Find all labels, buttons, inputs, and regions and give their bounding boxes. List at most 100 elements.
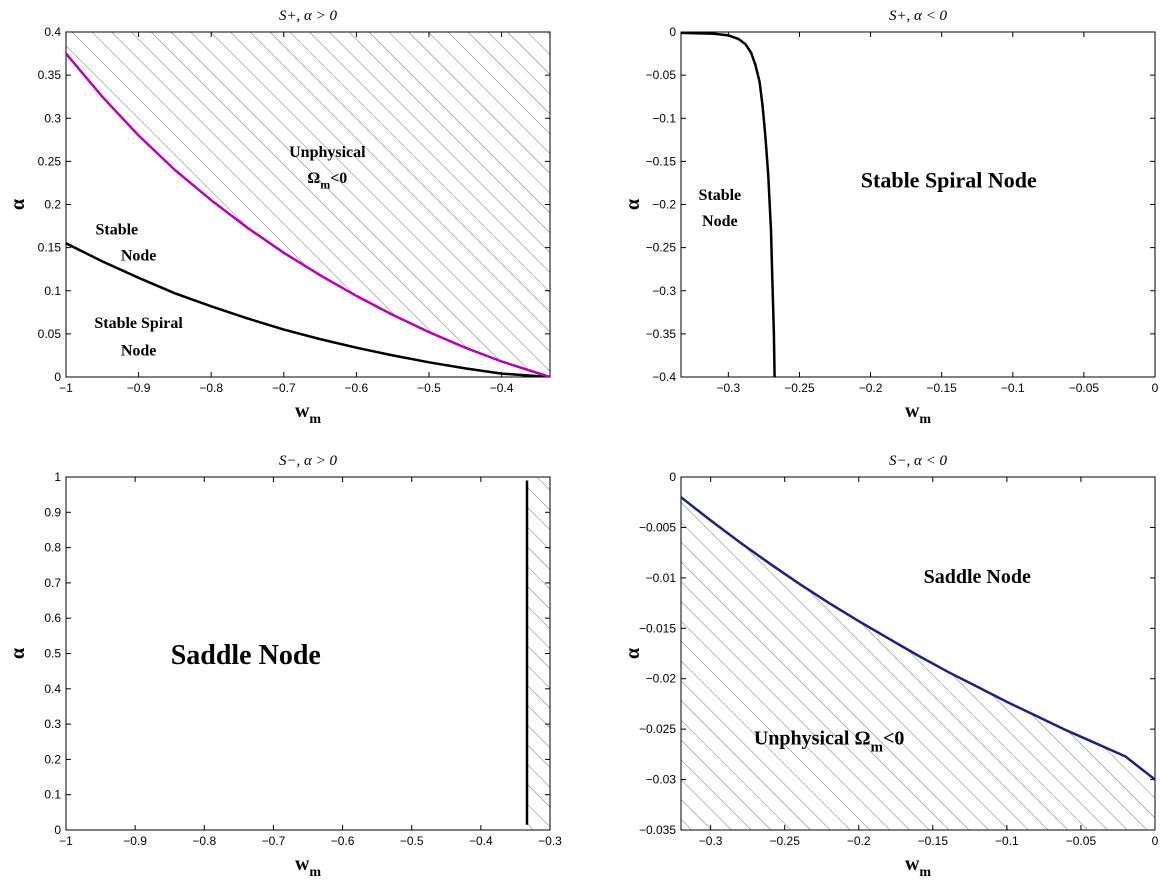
x-tick-label: −0.8 <box>199 381 223 395</box>
x-tick-label: −0.4 <box>490 381 514 395</box>
x-tick-label: −0.15 <box>926 381 957 395</box>
region-label: Node <box>121 342 157 359</box>
y-tick-label: 0.1 <box>44 284 61 298</box>
y-tick-label: 0 <box>54 370 61 384</box>
chart-title: S+, α > 0 <box>279 8 338 24</box>
y-tick-label: −0.05 <box>646 68 677 82</box>
y-tick-label: 0.25 <box>38 154 62 168</box>
x-axis-label: wm <box>905 853 931 880</box>
y-tick-label: −0.02 <box>646 672 677 686</box>
y-tick-label: 0.1 <box>44 788 61 802</box>
region-label: Node <box>121 248 157 265</box>
y-tick-label: −0.2 <box>652 198 676 212</box>
y-tick-label: 0.3 <box>44 111 61 125</box>
y-tick-label: 0.7 <box>44 576 61 590</box>
x-tick-label: −0.25 <box>770 834 801 848</box>
x-tick-label: −0.7 <box>272 381 296 395</box>
y-tick-label: 1 <box>54 470 61 484</box>
x-tick-label: −0.9 <box>127 381 151 395</box>
x-tick-label: −0.9 <box>123 834 147 848</box>
y-tick-label: −0.15 <box>646 154 677 168</box>
y-tick-label: 0.3 <box>44 717 61 731</box>
region-label: Unphysical <box>289 144 366 161</box>
chart-panel-3: −1 −0.9 −0.8 −0.7 −0.6 −0.5 −0.4 −0.3 0 0.1 0.2 0.3… <box>7 453 562 880</box>
region-label: Saddle Node <box>924 566 1031 588</box>
y-tick-label: −0.03 <box>646 773 677 787</box>
y-tick-label: 0.2 <box>44 198 61 212</box>
y-tick-label: −0.025 <box>639 722 676 736</box>
y-axis-label: α <box>622 199 644 210</box>
x-tick-label: −0.2 <box>847 834 871 848</box>
chart-title: S−, α > 0 <box>279 453 338 469</box>
x-tick-label: −0.3 <box>538 834 562 848</box>
x-tick-label: −0.6 <box>345 381 369 395</box>
y-axis-label: α <box>7 648 29 659</box>
series-line <box>66 52 550 377</box>
x-axis-label: wm <box>905 400 931 427</box>
axes-frame <box>680 31 1156 378</box>
x-tick-label: −0.1 <box>995 834 1019 848</box>
y-tick-label: 0 <box>54 823 61 837</box>
y-tick-label: 0.35 <box>38 68 62 82</box>
x-tick-label: −0.15 <box>918 834 949 848</box>
hatched-region <box>526 477 550 830</box>
y-tick-label: −0.015 <box>639 621 676 635</box>
x-tick-label: −0.1 <box>1001 381 1025 395</box>
region-label: Ωm<0 <box>307 170 347 192</box>
y-tick-label: 0.15 <box>38 241 62 255</box>
y-tick-label: −0.35 <box>646 327 677 341</box>
region-label: Stable <box>698 187 741 204</box>
y-tick-label: 0 <box>669 25 676 39</box>
chart-title: S+, α < 0 <box>889 8 948 24</box>
y-tick-label: −0.25 <box>646 241 677 255</box>
y-tick-label: −0.035 <box>639 823 676 837</box>
x-tick-label: 0 <box>1152 834 1159 848</box>
y-tick-label: 0.2 <box>44 752 61 766</box>
x-tick-label: −0.8 <box>192 834 216 848</box>
region-label: Saddle Node <box>171 640 321 671</box>
y-tick-label: 0.5 <box>44 647 61 661</box>
y-tick-label: −0.1 <box>652 111 676 125</box>
x-tick-label: −0.5 <box>400 834 424 848</box>
chart-title: S−, α < 0 <box>889 453 948 469</box>
x-tick-label: −0.05 <box>1066 834 1097 848</box>
region-label: Stable Spiral <box>94 315 183 332</box>
x-tick-label: 0 <box>1152 381 1159 395</box>
x-tick-label: −1 <box>59 834 73 848</box>
y-tick-label: 0.05 <box>38 327 62 341</box>
series-line <box>66 242 550 377</box>
y-tick-label: −0.01 <box>646 571 677 585</box>
x-tick-label: −0.2 <box>859 381 883 395</box>
region-label: Node <box>702 213 738 230</box>
hatched-region <box>66 32 550 377</box>
y-tick-label: 0 <box>669 470 676 484</box>
x-axis-label: wm <box>295 400 321 427</box>
chart-panel-4: −0.3 −0.25 −0.2 −0.15 −0.1 −0.05 0 −0.035 −0.03 −… <box>622 453 1159 880</box>
x-tick-label: −0.25 <box>784 381 815 395</box>
y-tick-label: 0.4 <box>44 682 61 696</box>
hatched-region <box>681 497 1155 830</box>
chart-panel-1: −1 −0.9 −0.8 −0.7 −0.6 −0.5 −0.4 0 0.05 0.1 0.15 0.… <box>7 8 551 427</box>
y-tick-label: 0.9 <box>44 505 61 519</box>
series-line <box>681 496 1155 781</box>
x-tick-label: −0.05 <box>1069 381 1100 395</box>
chart-panel-2: −0.3 −0.25 −0.2 −0.15 −0.1 −0.05 0 −0.4 −0.35 −0.… <box>622 8 1159 427</box>
y-axis-label: α <box>7 199 29 210</box>
y-tick-label: 0.4 <box>44 25 61 39</box>
x-tick-label: −0.4 <box>469 834 493 848</box>
series-line <box>681 32 776 377</box>
y-tick-label: 0.6 <box>44 611 61 625</box>
x-tick-label: −0.3 <box>699 834 723 848</box>
x-tick-label: −0.6 <box>331 834 355 848</box>
x-tick-label: −1 <box>59 381 73 395</box>
region-label: Stable <box>95 222 138 239</box>
x-tick-label: −0.3 <box>717 381 741 395</box>
axes-frame <box>680 476 1156 831</box>
x-tick-label: −0.5 <box>417 381 441 395</box>
y-tick-label: −0.4 <box>652 370 676 384</box>
y-tick-label: −0.005 <box>639 520 676 534</box>
region-label: Stable Spiral Node <box>861 167 1037 192</box>
x-axis-label: wm <box>295 853 321 880</box>
x-tick-label: −0.7 <box>262 834 286 848</box>
